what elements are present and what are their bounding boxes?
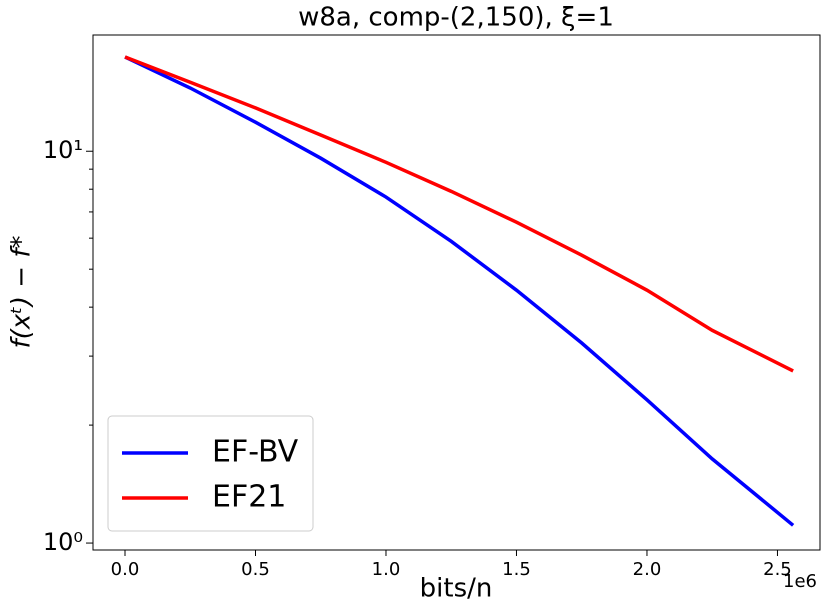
y-tick-label: 10⁰ [43, 528, 83, 556]
plot-frame [92, 34, 821, 551]
line-series [124, 55, 794, 373]
legend-label: EF21 [212, 480, 286, 515]
x-tick-label: 0.0 [111, 559, 140, 580]
legend-box [107, 415, 314, 532]
x-tick-label: 1.0 [372, 559, 401, 580]
y-axis-label: f(xᵗ) − f* [7, 236, 37, 349]
x-tick-label: 0.5 [241, 559, 270, 580]
line-series [124, 55, 795, 527]
legend-label: EF-BV [212, 435, 299, 470]
y-tick-label: 10¹ [43, 136, 83, 164]
x-tick-label: 1.5 [502, 559, 531, 580]
x-tick-label: 2.0 [633, 559, 662, 580]
x-axis-label: bits/n [420, 574, 493, 604]
chart-title: w8a, comp-(2,150), ξ=1 [298, 3, 614, 33]
x-tick-label: 2.5 [763, 559, 792, 580]
x-offset-label: 1e6 [783, 571, 817, 592]
